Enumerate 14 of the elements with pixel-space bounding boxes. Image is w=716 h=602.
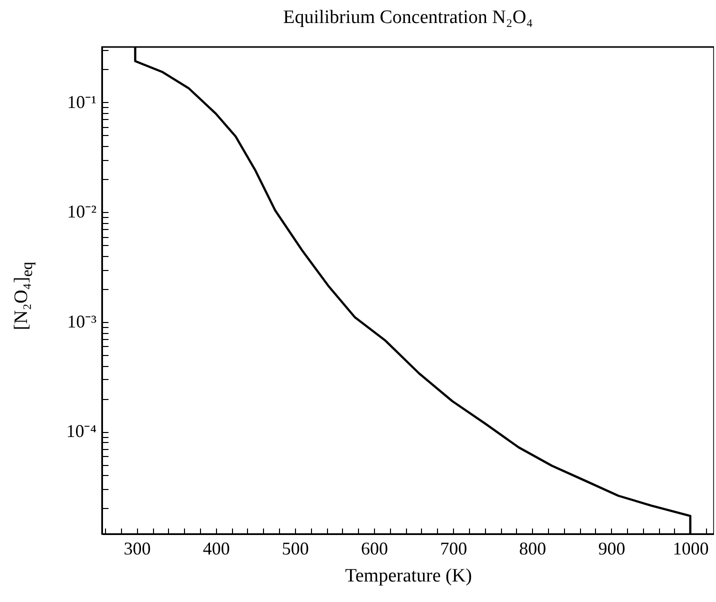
x-tick-label: 1000 — [672, 538, 709, 558]
y-tick-label: 10⁻⁴ — [66, 421, 96, 442]
x-tick-label: 900 — [598, 538, 626, 558]
x-tick-label: 700 — [440, 538, 468, 558]
y-tick-label: 10⁻² — [67, 202, 96, 222]
x-tick-label: 800 — [519, 538, 546, 558]
x-tick-label: 600 — [361, 538, 388, 558]
x-axis-title: Temperature (K) — [345, 566, 472, 586]
x-tick-label: 500 — [282, 538, 309, 558]
x-tick-label: 300 — [124, 538, 151, 558]
y-tick-label: 10⁻¹ — [67, 92, 96, 112]
y-tick-label: 10⁻³ — [67, 311, 98, 332]
chart-title: Equilibrium Concentration N₂O₄ — [283, 7, 533, 28]
x-tick-label: 400 — [202, 538, 230, 558]
